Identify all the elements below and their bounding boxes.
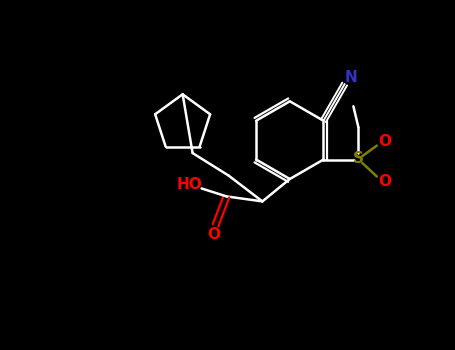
Text: HO: HO [176,177,202,192]
Text: O: O [378,134,391,149]
Text: O: O [207,227,220,242]
Text: O: O [378,174,391,189]
Text: N: N [345,70,358,85]
Text: S: S [353,151,364,166]
